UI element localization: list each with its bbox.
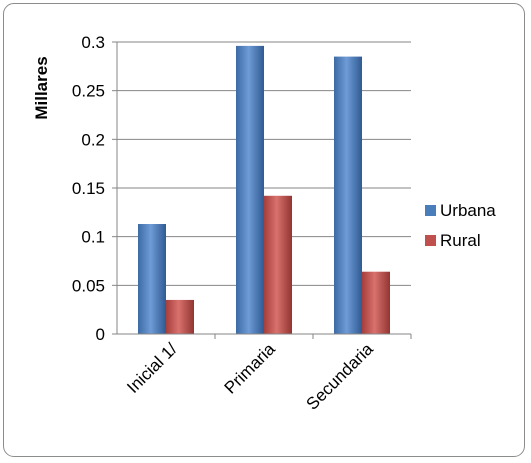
y-tick-labels: 0 0.05 0.1 0.15 0.2 0.25 0.3 bbox=[72, 33, 105, 344]
legend-swatch-rural bbox=[425, 235, 436, 246]
bar-urbana-1 bbox=[236, 45, 264, 334]
bar-rural-2 bbox=[362, 271, 390, 334]
y-tick-label: 0.1 bbox=[81, 228, 105, 247]
legend-label-rural: Rural bbox=[440, 231, 481, 250]
y-tick-label: 0.05 bbox=[72, 276, 105, 295]
y-axis-title: Millares bbox=[32, 56, 51, 119]
legend-label-urbana: Urbana bbox=[440, 201, 496, 220]
x-tick-label: Primaria bbox=[221, 339, 280, 398]
y-tick-label: 0.2 bbox=[81, 130, 105, 149]
bars bbox=[138, 45, 390, 334]
bar-urbana-2 bbox=[334, 56, 362, 334]
bar-rural-1 bbox=[264, 195, 292, 334]
x-tick-label: Secundaria bbox=[303, 339, 378, 414]
legend: Urbana Rural bbox=[425, 201, 496, 250]
y-tick-label: 0.25 bbox=[72, 82, 105, 101]
y-tick-label: 0.15 bbox=[72, 179, 105, 198]
y-tick-label: 0 bbox=[96, 325, 105, 344]
x-tick-labels: Inicial 1/Primaria Secundaria bbox=[123, 339, 377, 414]
bar-rural-0 bbox=[166, 299, 194, 334]
y-tick-label: 0.3 bbox=[81, 33, 105, 52]
x-tick-label: Inicial 1/ bbox=[123, 339, 181, 397]
bar-urbana-0 bbox=[138, 224, 166, 334]
legend-swatch-urbana bbox=[425, 205, 436, 216]
